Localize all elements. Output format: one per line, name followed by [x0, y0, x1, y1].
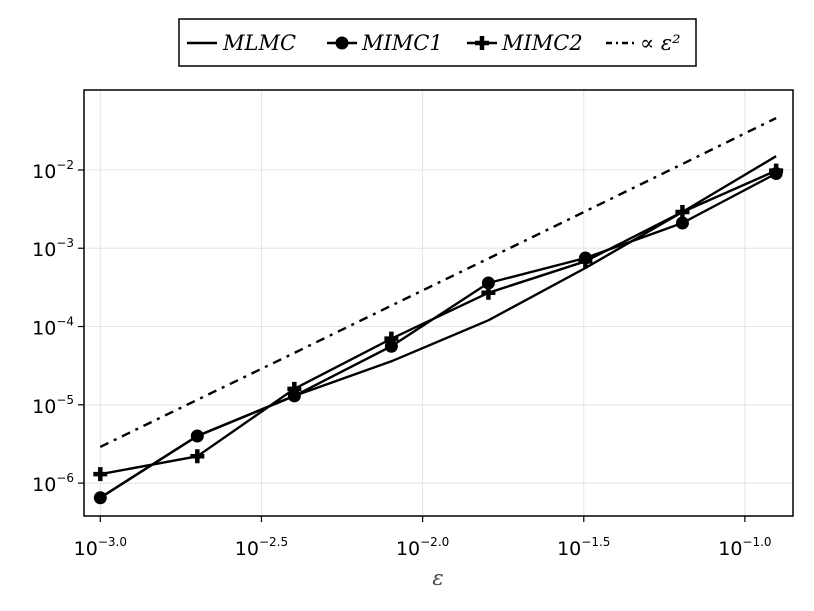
- legend: MLMC MIMC1 MIMC2 ∝ ε²: [178, 18, 697, 67]
- y-tick-labels: 10−6 10−5 10−4 10−3 10−2: [32, 158, 84, 496]
- x-tick-label: 10−3.0: [74, 535, 127, 560]
- legend-label-mimc2: MIMC2: [501, 31, 583, 55]
- plot-frame: [83, 89, 794, 517]
- data-point-mimc1: [481, 276, 495, 290]
- data-point-mimc1: [384, 339, 398, 353]
- data-point-mimc2: [675, 205, 690, 220]
- data-point-mimc1: [190, 429, 204, 443]
- data-point-mimc2: [769, 163, 784, 178]
- legend-marker-mimc1: [335, 36, 349, 50]
- y-tick-label: 10−6: [32, 471, 74, 496]
- x-tick-labels: 10−3.0 10−2.5 10−2.0 10−1.5 10−1.0: [74, 516, 772, 560]
- data-point-mimc2: [481, 285, 496, 300]
- x-tick-label: 10−1.5: [557, 535, 610, 560]
- legend-marker-mimc2: [475, 36, 489, 50]
- data-point-mimc2: [190, 449, 205, 464]
- series-line-reference: [99, 117, 777, 448]
- legend-label-mimc1: MIMC1: [361, 31, 443, 55]
- x-tick-label: 10−2.0: [396, 535, 449, 560]
- legend-label-mlmc: MLMC: [222, 31, 296, 55]
- series-line-mimc2: [100, 169, 777, 476]
- data-point-mimc2: [93, 467, 108, 482]
- data-point-mimc1: [675, 216, 689, 230]
- y-tick-label: 10−4: [32, 315, 74, 340]
- data-point-mimc2: [578, 254, 593, 269]
- y-tick-label: 10−5: [32, 393, 74, 418]
- x-tick-label: 10−1.0: [718, 535, 771, 560]
- x-axis-label: ε: [432, 566, 443, 590]
- data-point-mimc2: [287, 381, 302, 396]
- data-point-mimc1: [93, 491, 107, 505]
- plot-series: [93, 117, 784, 505]
- y-tick-label: 10−2: [32, 158, 74, 183]
- data-point-mimc1: [287, 389, 301, 403]
- legend-label-reference: ∝ ε²: [640, 31, 681, 55]
- x-tick-label: 10−2.5: [235, 535, 288, 560]
- grid-lines: [84, 90, 793, 516]
- data-point-mimc2: [384, 331, 399, 346]
- y-tick-label: 10−3: [32, 236, 74, 261]
- series-line-mimc1: [99, 172, 777, 499]
